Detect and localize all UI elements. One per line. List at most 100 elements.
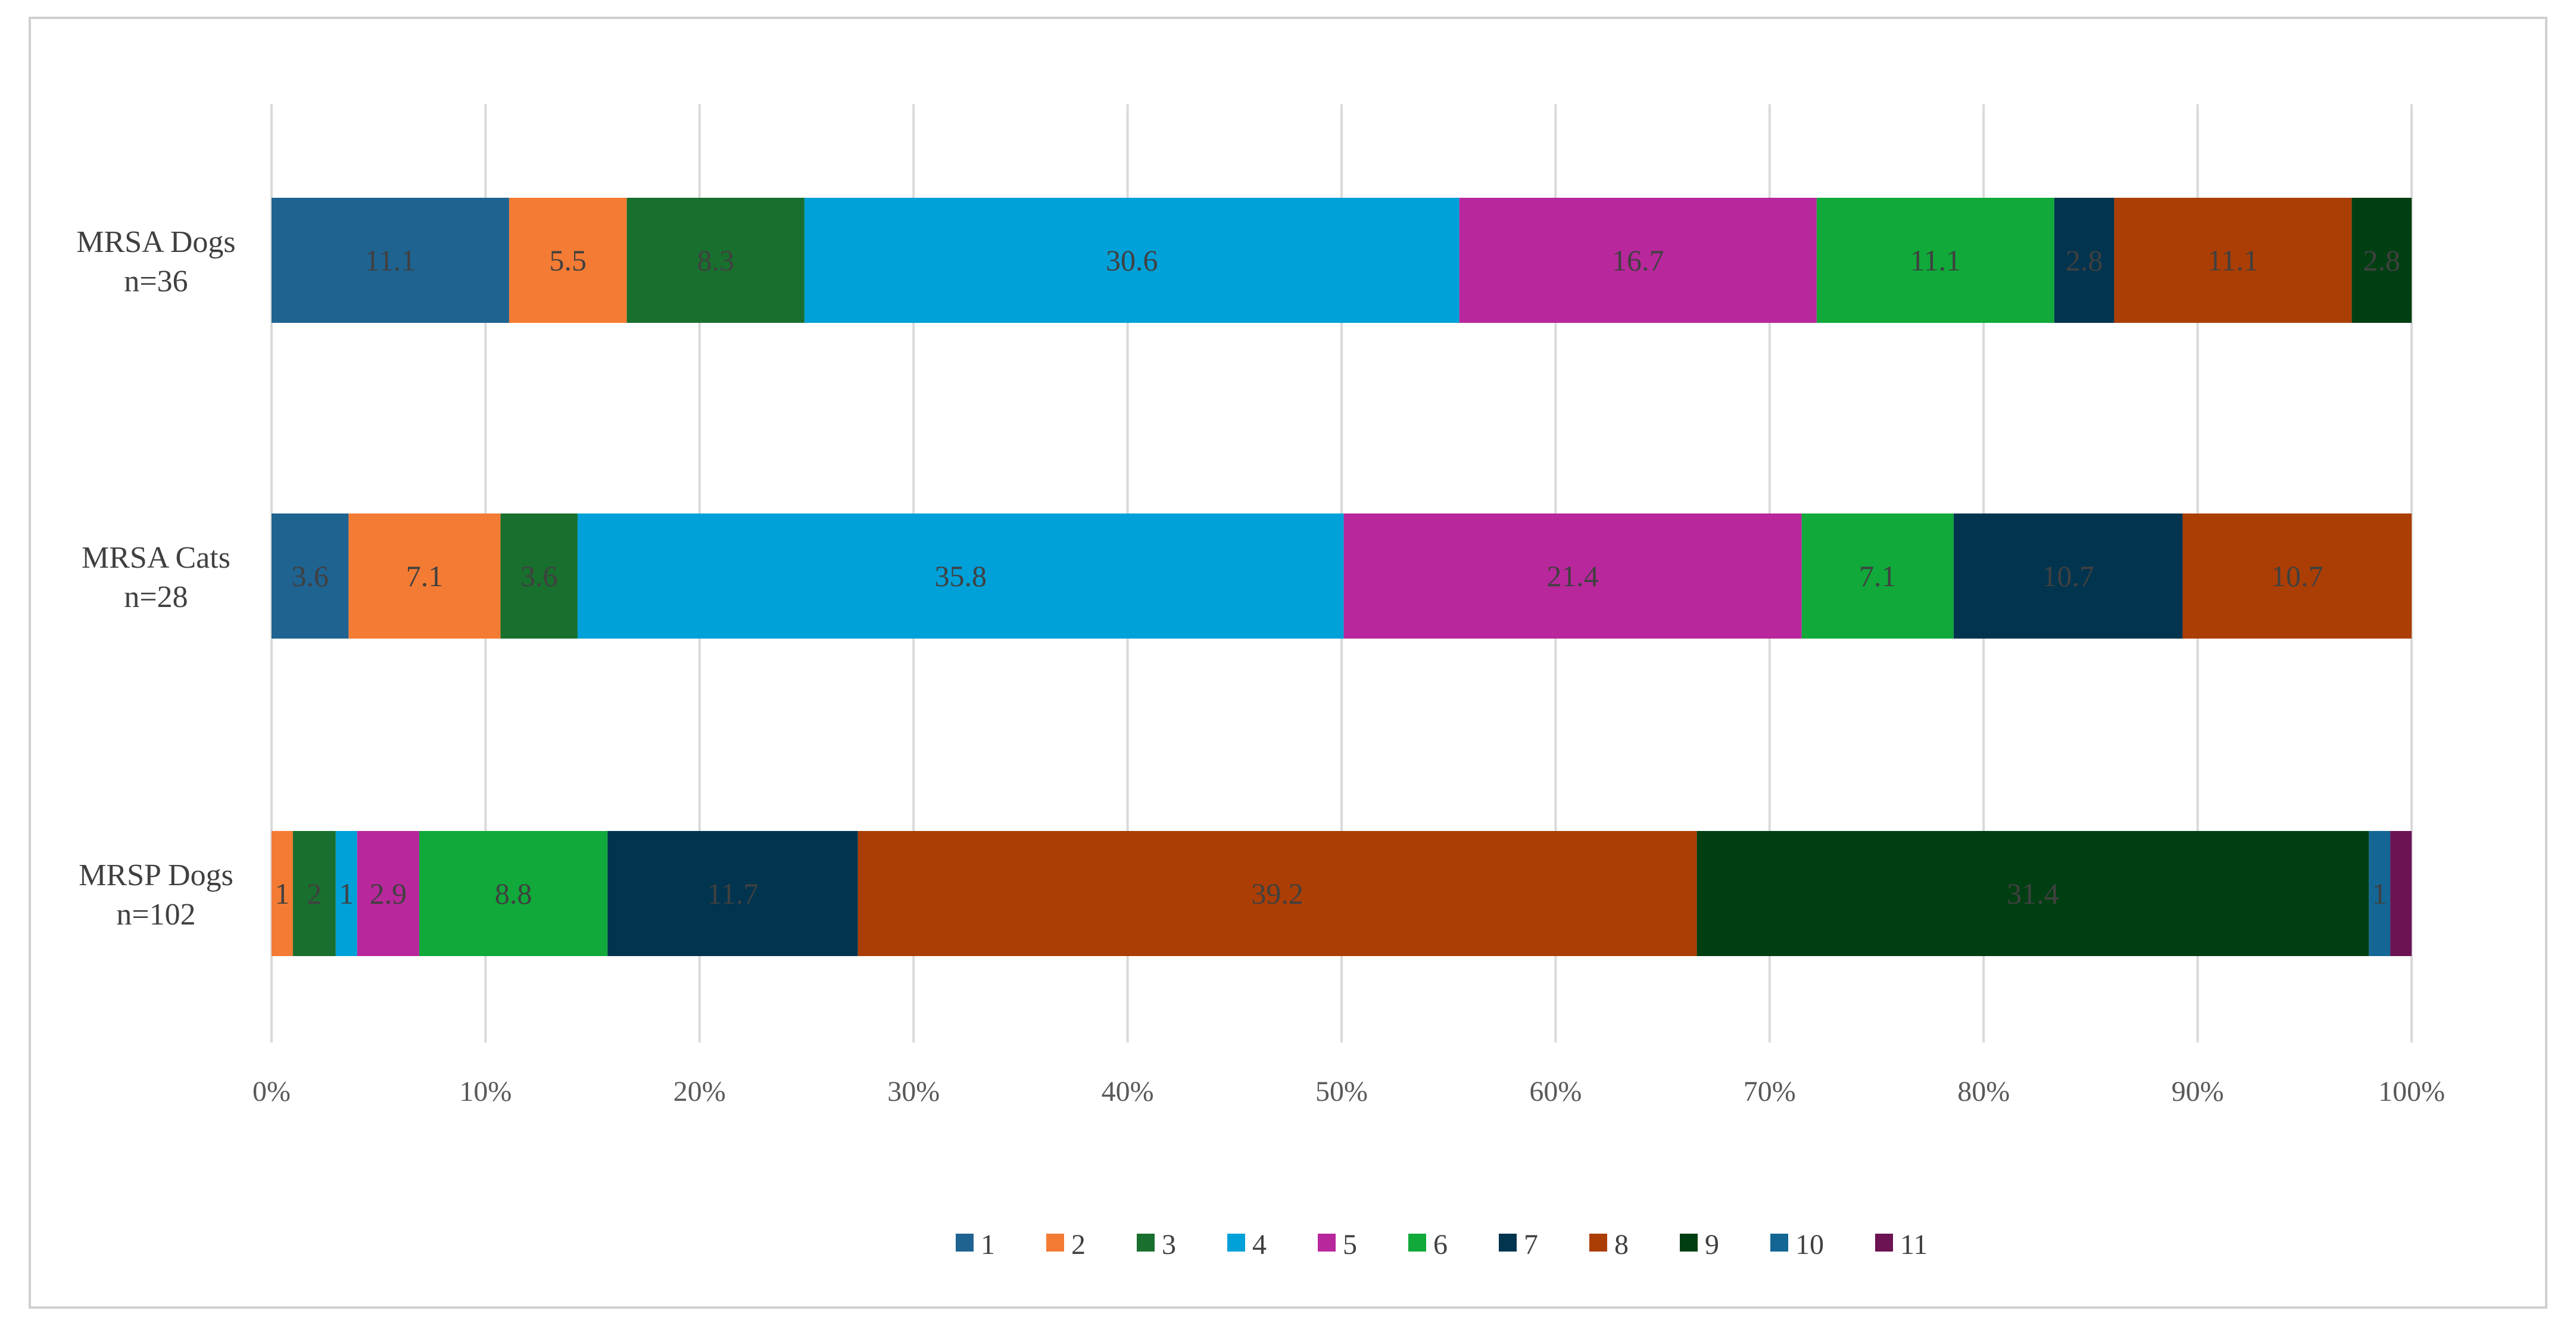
data-label: 10.7	[2271, 559, 2324, 593]
bar-segment-series-10	[2369, 831, 2391, 956]
x-tick-label: 90%	[2172, 1076, 2224, 1107]
bars	[272, 198, 2412, 956]
legend-label: 11	[1900, 1229, 1928, 1260]
x-tick-label: 0%	[252, 1076, 291, 1107]
legend-label: 10	[1795, 1229, 1824, 1260]
bar-segment-series-7	[2054, 198, 2115, 323]
bar-segment-series-4	[804, 198, 1459, 323]
data-label: 3.6	[291, 559, 329, 593]
bar-segment-series-7	[607, 831, 858, 956]
legend-swatch-7	[1499, 1234, 1517, 1252]
category-label-name: MRSA Cats	[82, 541, 230, 575]
bar-segment-series-7	[1953, 513, 2183, 639]
data-label: 11.1	[2207, 244, 2259, 277]
bar-segment-series-3	[500, 513, 578, 639]
bar-segment-series-3	[626, 198, 804, 323]
data-label: 2.9	[370, 877, 407, 910]
category-label-name: MRSA Dogs	[76, 225, 235, 259]
legend-swatch-10	[1770, 1234, 1788, 1252]
legend-swatch-8	[1589, 1234, 1607, 1252]
bar-segment-series-6	[419, 831, 608, 956]
bar-segment-series-9	[2352, 198, 2412, 323]
data-label: 2.8	[2363, 244, 2400, 277]
x-tick-label: 60%	[1529, 1076, 1582, 1107]
data-label: 21.4	[1546, 559, 1599, 593]
legend-label: 3	[1162, 1229, 1176, 1260]
legend-label: 8	[1614, 1229, 1629, 1260]
data-label: 11.1	[1910, 244, 1961, 277]
data-label: 1	[339, 877, 354, 910]
legend-swatch-3	[1137, 1234, 1155, 1252]
category-label: MRSA Cats n=28	[82, 541, 230, 614]
data-label: 39.2	[1251, 877, 1303, 910]
bar-segment-series-2	[509, 198, 627, 323]
data-label: 31.4	[2007, 877, 2059, 910]
bar-segment-series-4	[577, 513, 1344, 639]
bar-segment-series-5	[1343, 513, 1802, 639]
bar-segment-series-9	[1696, 831, 2369, 956]
x-tick-label: 50%	[1315, 1076, 1368, 1107]
data-label: 5.5	[550, 244, 587, 277]
bar-segment-series-2	[348, 513, 501, 639]
legend: 1 2 3 4 5 6 7 8 9 10 11	[956, 1229, 1928, 1260]
data-label: 7.1	[406, 559, 444, 593]
x-tick-label: 70%	[1744, 1076, 1796, 1107]
x-tick-label: 40%	[1102, 1076, 1154, 1107]
legend-swatch-2	[1046, 1234, 1064, 1252]
category-label-name: MRSP Dogs	[79, 858, 233, 892]
data-label: 1	[2372, 877, 2387, 910]
category-label-count: n=28	[124, 580, 188, 614]
legend-swatch-6	[1408, 1234, 1426, 1252]
data-label: 10.7	[2042, 559, 2094, 593]
bar-segment-series-1	[272, 198, 509, 323]
data-label: 3.6	[520, 559, 558, 593]
legend-swatch-1	[956, 1234, 974, 1252]
category-label-count: n=36	[124, 264, 188, 298]
data-label: 11.1	[365, 244, 416, 277]
legend-label: 9	[1705, 1229, 1719, 1260]
bar-segment-series-8	[2182, 513, 2412, 639]
category-label: MRSA Dogs n=36	[76, 225, 235, 298]
x-tick-label: 20%	[673, 1076, 726, 1107]
category-label-count: n=102	[116, 898, 195, 932]
data-labels: 11.1 5.5 8.3 30.6 16.7 11.1 2.8 11.1 2.8 3.6 7.1 3.…	[275, 244, 2400, 910]
legend-label: 6	[1433, 1229, 1448, 1260]
category-labels: MRSA Dogs n=36 MRSA Cats n=28 MRSP Dogs n=102	[76, 225, 235, 932]
bar-segment-series-3	[292, 831, 336, 956]
data-label: 1	[275, 877, 289, 910]
bar-segment-series-8	[2114, 198, 2352, 323]
bar-segment-series-6	[1816, 198, 2054, 323]
legend-swatch-4	[1227, 1234, 1245, 1252]
data-label: 30.6	[1106, 244, 1158, 277]
category-label: MRSP Dogs n=102	[79, 858, 233, 932]
data-label: 7.1	[1859, 559, 1897, 593]
legend-label: 7	[1524, 1229, 1538, 1260]
bar-segment-series-5	[357, 831, 419, 956]
bar-segment-series-1	[272, 513, 349, 639]
data-label: 35.8	[935, 559, 987, 593]
legend-swatch-9	[1680, 1234, 1698, 1252]
data-label: 8.8	[495, 877, 532, 910]
bar-segment-series-8	[857, 831, 1697, 956]
data-label: 16.7	[1612, 244, 1664, 277]
bar-segment-series-6	[1801, 513, 1954, 639]
bar-segment-series-5	[1459, 198, 1817, 323]
x-tick-label: 10%	[459, 1076, 512, 1107]
data-label: 2	[307, 877, 322, 910]
x-tick-labels: 0% 10% 20% 30% 40% 50% 60% 70% 80% 90% 100%	[252, 1076, 2445, 1107]
legend-label: 5	[1343, 1229, 1357, 1260]
legend-swatch-5	[1318, 1234, 1336, 1252]
x-tick-label: 80%	[1957, 1076, 2010, 1107]
data-label: 11.7	[707, 877, 759, 910]
x-tick-label: 30%	[887, 1076, 940, 1107]
legend-label: 1	[981, 1229, 995, 1260]
legend-label: 4	[1252, 1229, 1267, 1260]
legend-label: 2	[1071, 1229, 1086, 1260]
data-label: 8.3	[697, 244, 735, 277]
data-label: 2.8	[2066, 244, 2103, 277]
legend-swatch-11	[1875, 1234, 1893, 1252]
bar-segment-series-4	[335, 831, 357, 956]
bar-segment-series-11	[2390, 831, 2412, 956]
